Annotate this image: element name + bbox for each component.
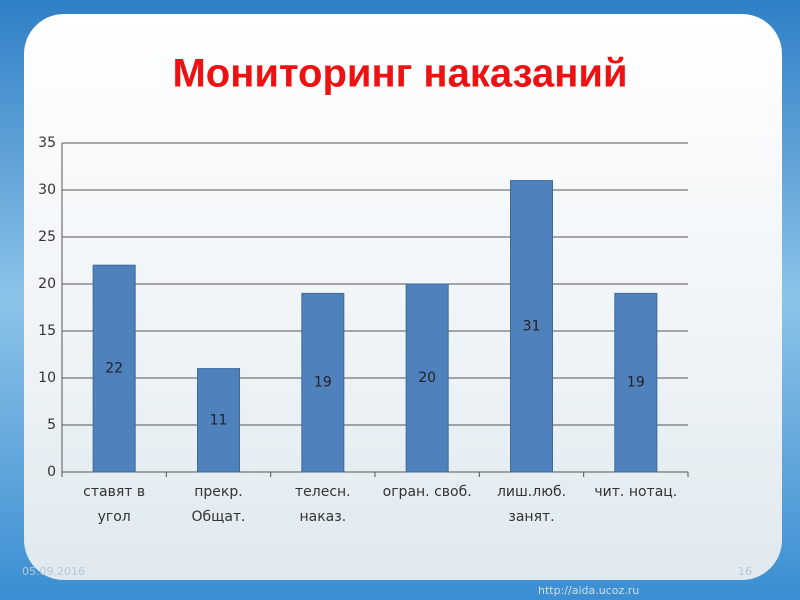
slide-url: http://aida.ucoz.ru <box>538 584 639 597</box>
y-tick-label: 30 <box>38 182 56 198</box>
y-tick-label: 5 <box>47 417 56 433</box>
value-label: 19 <box>314 375 332 391</box>
value-label: 31 <box>523 318 541 334</box>
y-tick-label: 20 <box>38 276 56 292</box>
chart-title: Мониторинг наказаний <box>172 52 627 96</box>
x-tick-label: прекр. Общат. <box>191 484 245 525</box>
x-tick-label: телесн. наказ. <box>295 484 351 525</box>
slide-date: 05.09.2016 <box>22 565 85 578</box>
bar <box>301 292 345 473</box>
x-tick-label: лиш.люб. занят. <box>497 484 566 525</box>
bar <box>614 292 658 473</box>
value-label: 19 <box>627 375 645 391</box>
bar <box>405 283 449 473</box>
y-tick-label: 35 <box>38 135 56 151</box>
bar <box>92 264 136 473</box>
y-tick-label: 15 <box>38 323 56 339</box>
x-tick-label: чит. нотац. <box>594 484 677 500</box>
y-tick-label: 10 <box>38 370 56 386</box>
bar <box>510 180 553 473</box>
y-tick-label: 25 <box>38 229 56 245</box>
bar <box>197 368 240 473</box>
slide-number: 16 <box>738 565 752 578</box>
y-tick-label: 0 <box>47 464 56 480</box>
x-tick-label: огран. своб. <box>383 484 472 500</box>
value-label: 11 <box>210 412 228 428</box>
value-label: 22 <box>105 361 123 377</box>
value-label: 20 <box>418 370 436 386</box>
x-tick-label: ставят в угол <box>83 484 145 525</box>
